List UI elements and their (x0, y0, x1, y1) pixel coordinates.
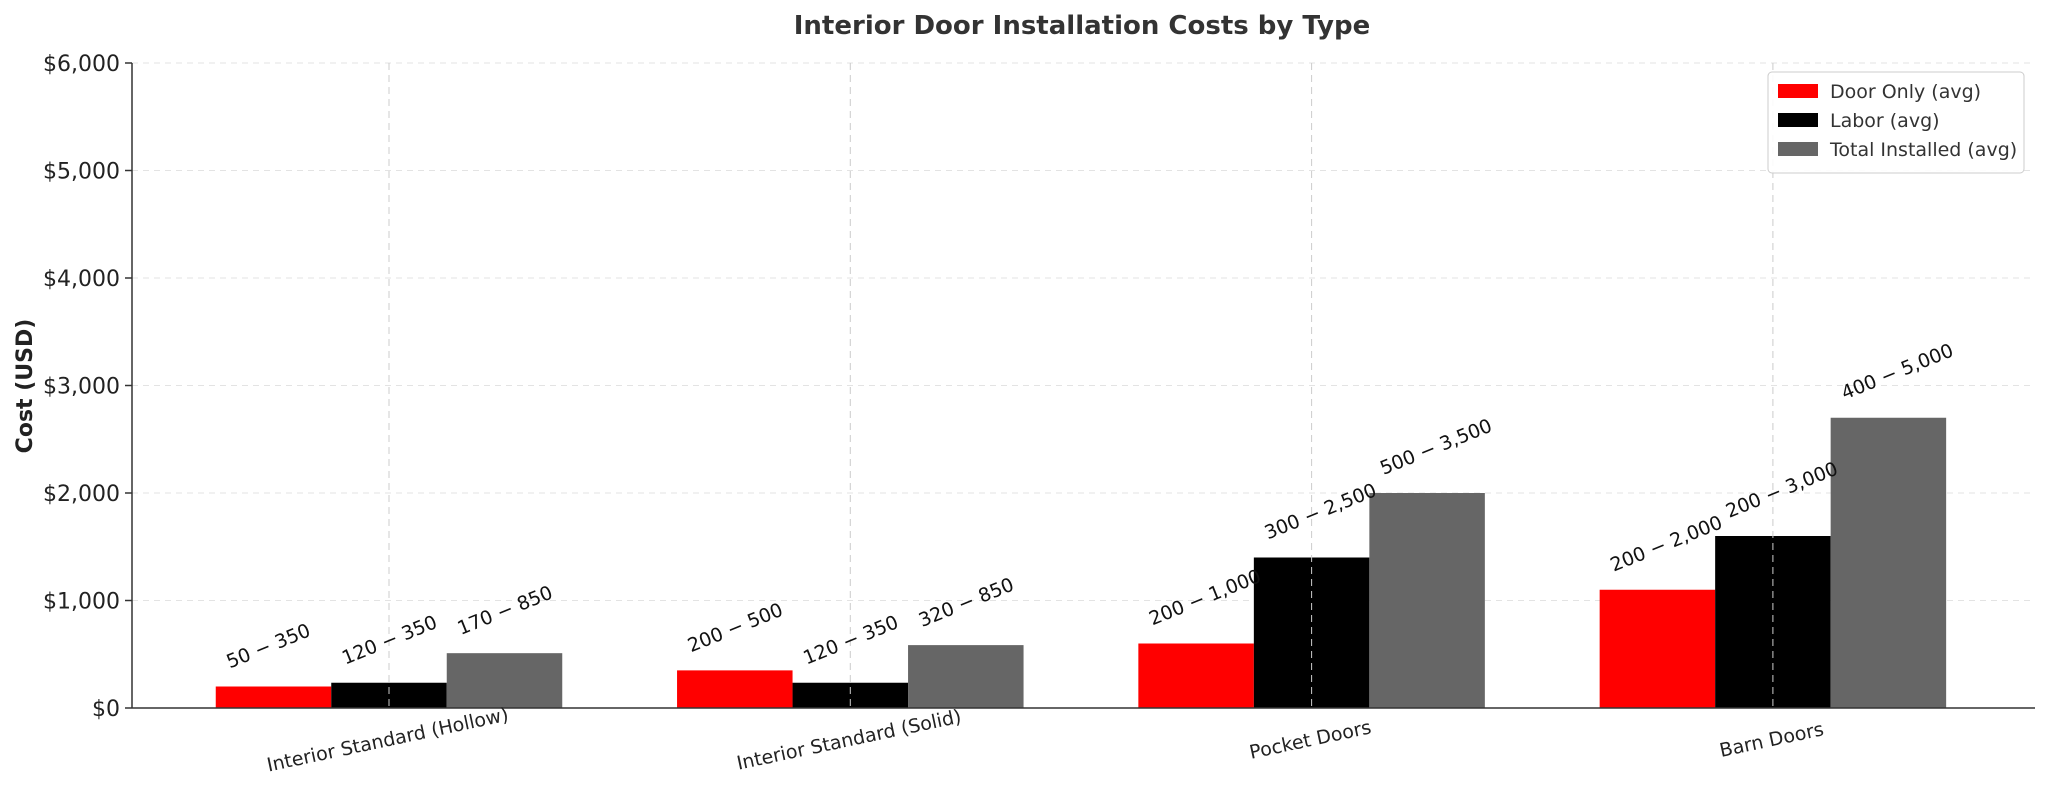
x-tick-label: Interior Standard (Hollow) (265, 704, 510, 777)
bar (215, 686, 332, 708)
data-label: 200 − 500 (685, 599, 786, 657)
data-label: 400 − 5,000 (1838, 340, 1956, 405)
legend-swatch (1778, 113, 1818, 127)
data-label: 200 − 2,000 (1607, 512, 1725, 577)
y-tick-label: $1,000 (43, 590, 120, 615)
bar (446, 653, 563, 708)
data-label: 300 − 2,500 (1261, 479, 1379, 544)
bar (1369, 493, 1485, 708)
legend-entry: Total Installed (avg) (1829, 139, 2017, 161)
data-label: 50 − 350 (223, 620, 313, 674)
legend-swatch (1778, 84, 1818, 98)
y-tick-label: $5,000 (43, 160, 120, 185)
bar (677, 670, 793, 708)
data-label: 170 − 850 (454, 582, 555, 640)
data-label: 120 − 350 (800, 611, 901, 669)
data-label: 120 − 350 (339, 611, 440, 669)
y-tick-label: $3,000 (43, 375, 120, 400)
legend-swatch (1778, 142, 1818, 156)
x-tick-label: Interior Standard (Solid) (735, 706, 964, 775)
bar (1830, 417, 1947, 708)
data-label: 320 − 850 (916, 574, 1017, 632)
y-tick-label: $4,000 (43, 267, 120, 292)
legend-box (1767, 71, 2025, 174)
y-tick-label: $0 (92, 697, 120, 722)
bar (1599, 589, 1716, 708)
x-tick-label: Pocket Doors (1247, 716, 1373, 763)
bar (908, 645, 1024, 708)
chart-title: Interior Door Installation Costs by Type (794, 11, 1371, 41)
grid (132, 62, 2035, 601)
legend-entry: Door Only (avg) (1830, 81, 1981, 103)
bar (1138, 643, 1254, 708)
legend-entry: Labor (avg) (1830, 110, 1940, 132)
y-tick-label: $2,000 (43, 482, 120, 507)
bars (215, 417, 1947, 708)
legend: Door Only (avg) Labor (avg) Total Installe… (1767, 71, 2025, 174)
y-axis-label: Cost (USD) (13, 319, 38, 454)
y-tick-label: $6,000 (43, 52, 120, 77)
data-label: 200 − 1,000 (1146, 565, 1264, 630)
x-tick-label: Barn Doors (1718, 718, 1826, 762)
data-label: 500 − 3,500 (1377, 415, 1495, 480)
data-label: 200 − 3,000 (1723, 458, 1841, 523)
